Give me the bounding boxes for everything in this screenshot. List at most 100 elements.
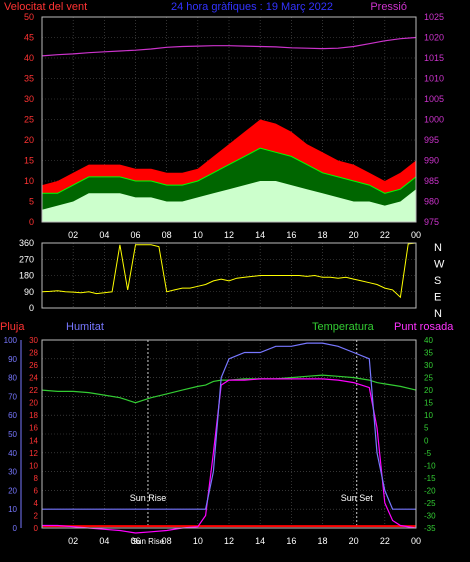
wind-x-tick: 12 (224, 230, 234, 240)
thp-x-tick: 06 (130, 536, 140, 546)
temperature-y-tick: -15 (424, 474, 436, 483)
temperature-y-tick: 5 (424, 424, 429, 433)
pressure-y-tick: 985 (424, 176, 439, 186)
rain-y-tick: 80 (8, 374, 17, 383)
rain-axis-title: Pluja (0, 321, 25, 333)
rain-y-tick: 0 (13, 524, 18, 533)
wind-average-line (42, 147, 417, 194)
compass-label: S (434, 275, 441, 287)
temperature-y-tick: 20 (424, 386, 433, 395)
temperature-y-tick: 40 (424, 336, 433, 345)
temperature-y-tick: 10 (424, 411, 433, 420)
humidity-y-tick: 12 (29, 449, 38, 458)
humidity-y-tick: 18 (29, 411, 38, 420)
wind-y-tick: 5 (29, 197, 34, 207)
thp-x-tick: 08 (162, 536, 172, 546)
humidity-line (42, 342, 416, 510)
compass-label: N (434, 308, 442, 320)
wind-pressure-panel: 0510152025303540455097598098599099510001… (24, 12, 444, 240)
humidity-y-tick: 20 (29, 399, 38, 408)
rain-y-tick: 90 (8, 355, 17, 364)
wind-minimum-area (42, 181, 416, 222)
wind-y-tick: 25 (24, 115, 34, 125)
humidity-y-tick: 24 (29, 374, 38, 383)
temperature-y-tick: -25 (424, 499, 436, 508)
dewpoint-axis-title: Punt rosada (394, 321, 454, 333)
pressure-y-tick: 980 (424, 197, 439, 207)
wind-axis-title: Velocitat del vent (4, 1, 87, 13)
wind-y-tick: 45 (24, 33, 34, 43)
rain-y-tick: 30 (8, 468, 17, 477)
temperature-y-tick: 15 (424, 399, 433, 408)
temperature-y-tick: -35 (424, 524, 436, 533)
thp-x-tick: 16 (286, 536, 296, 546)
rain-y-tick: 10 (8, 505, 17, 514)
sunrise-bottom-label: Sun Rise (132, 537, 165, 546)
temperature-y-tick: 30 (424, 361, 433, 370)
wind-x-tick: 06 (130, 230, 140, 240)
wind-x-tick: 02 (68, 230, 78, 240)
wind-y-tick: 30 (24, 94, 34, 104)
wind-y-tick: 20 (24, 135, 34, 145)
rain-y-tick: 20 (8, 486, 17, 495)
direction-y-tick: 360 (19, 238, 34, 248)
humidity-y-tick: 26 (29, 361, 38, 370)
pressure-y-tick: 1015 (424, 53, 444, 63)
humidity-y-tick: 22 (29, 386, 38, 395)
temperature-y-tick: 35 (424, 349, 433, 358)
wind-x-tick: 04 (99, 230, 109, 240)
thp-x-tick: 18 (317, 536, 327, 546)
chart-title: 24 hora gràfiques : 19 Març 2022 (171, 1, 333, 13)
thp-x-tick: 12 (224, 536, 234, 546)
compass-label: W (434, 259, 445, 271)
humidity-y-tick: 10 (29, 461, 38, 470)
wind-x-tick: 14 (255, 230, 265, 240)
humidity-y-tick: 2 (34, 511, 39, 520)
pressure-y-tick: 1000 (424, 115, 444, 125)
thp-x-tick: 14 (255, 536, 265, 546)
pressure-y-tick: 990 (424, 156, 439, 166)
thp-x-tick: 04 (99, 536, 109, 546)
compass-label: E (434, 292, 441, 304)
direction-y-tick: 270 (19, 254, 34, 264)
pressure-y-tick: 1005 (424, 94, 444, 104)
dewpoint-line (42, 378, 417, 534)
rain-y-tick: 40 (8, 449, 17, 458)
thp-x-tick: 22 (380, 536, 390, 546)
thp-x-tick: 20 (349, 536, 359, 546)
temperature-y-tick: 25 (424, 374, 433, 383)
humidity-y-tick: 14 (29, 436, 38, 445)
wind-x-tick: 16 (286, 230, 296, 240)
pressure-axis-title: Pressió (370, 1, 407, 13)
wind-y-tick: 35 (24, 74, 34, 84)
thp-x-tick: 10 (193, 536, 203, 546)
humidity-y-tick: 8 (34, 474, 39, 483)
humidity-y-tick: 28 (29, 349, 38, 358)
wind-y-tick: 50 (24, 12, 34, 22)
wind-y-tick: 15 (24, 156, 34, 166)
rain-y-tick: 60 (8, 411, 17, 420)
humidity-y-tick: 6 (34, 486, 39, 495)
wind-direction-line (41, 242, 417, 299)
wind-x-tick: 08 (162, 230, 172, 240)
humidity-y-tick: 30 (29, 336, 38, 345)
humidity-y-tick: 4 (34, 499, 39, 508)
wind-y-tick: 40 (24, 53, 34, 63)
temperature-y-tick: -5 (424, 449, 432, 458)
pressure-y-tick: 995 (424, 135, 439, 145)
direction-y-tick: 180 (19, 271, 34, 281)
temperature-y-tick: -20 (424, 486, 436, 495)
pressure-y-tick: 1020 (424, 33, 444, 43)
humidity-temperature-panel: 0102030405060708090100024681012141618202… (4, 336, 436, 546)
wind-x-tick: 22 (380, 230, 390, 240)
sunrise-marker-label: Sun Rise (130, 493, 167, 503)
wind-x-tick: 10 (193, 230, 203, 240)
direction-y-tick: 90 (24, 287, 34, 297)
wind-pressure-frame (41, 16, 417, 223)
humidity-temperature-frame (41, 339, 417, 529)
wind-y-tick: 10 (24, 176, 34, 186)
temperature-y-tick: -30 (424, 511, 436, 520)
wind-x-tick: 18 (317, 230, 327, 240)
